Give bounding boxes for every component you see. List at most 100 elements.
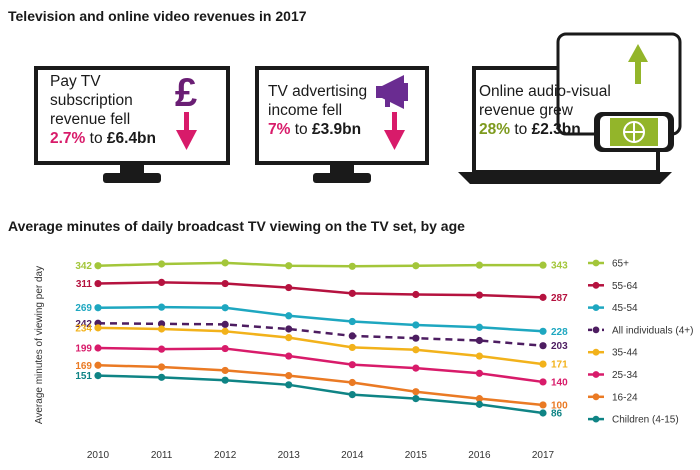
legend-label: 25-34 bbox=[612, 370, 638, 381]
data-point bbox=[539, 293, 547, 301]
data-point bbox=[412, 346, 420, 354]
data-point bbox=[475, 261, 484, 269]
legend-swatch-dot bbox=[592, 393, 600, 401]
data-point bbox=[221, 279, 229, 288]
data-label-end: 171 bbox=[551, 360, 568, 371]
tv-screen bbox=[34, 66, 230, 165]
y-axis-label: Average minutes of viewing per day bbox=[34, 266, 45, 424]
x-tick-label: 2010 bbox=[87, 450, 110, 461]
tv-panel-pay: £ bbox=[34, 66, 230, 183]
tv-stand bbox=[313, 173, 371, 183]
data-point bbox=[157, 325, 166, 333]
data-point bbox=[285, 325, 293, 333]
up-arrow-icon bbox=[628, 44, 648, 84]
data-point bbox=[475, 369, 484, 377]
down-arrow-icon bbox=[384, 112, 405, 150]
amount-value: £2.3bn bbox=[531, 121, 581, 138]
series-line bbox=[97, 305, 544, 333]
legend-label: 45-54 bbox=[612, 303, 638, 314]
data-label-start: 311 bbox=[76, 279, 93, 290]
data-point bbox=[285, 352, 293, 360]
tv-stand bbox=[103, 173, 161, 183]
tv-neck bbox=[120, 163, 144, 174]
series-line bbox=[97, 281, 544, 299]
pay-tv-text: Pay TV subscription revenue fell 2.7% to… bbox=[50, 72, 185, 148]
legend-swatch-dot bbox=[592, 326, 600, 334]
data-point bbox=[348, 262, 356, 270]
data-label-start: 151 bbox=[75, 371, 92, 382]
data-point bbox=[285, 312, 293, 320]
data-point bbox=[221, 376, 229, 384]
data-label-start: 234 bbox=[75, 323, 92, 334]
down-arrow-icon bbox=[176, 112, 197, 150]
data-point bbox=[221, 366, 229, 375]
data-point bbox=[157, 278, 166, 287]
series-line bbox=[97, 346, 544, 384]
chart-title: Average minutes of daily broadcast TV vi… bbox=[8, 218, 465, 234]
data-point bbox=[221, 304, 229, 312]
data-point bbox=[285, 381, 293, 389]
data-point bbox=[94, 372, 102, 380]
legend-swatch-dot bbox=[592, 281, 600, 289]
data-point bbox=[221, 327, 229, 335]
data-point bbox=[94, 319, 102, 327]
data-point bbox=[539, 261, 547, 269]
connector-text: to bbox=[290, 121, 312, 138]
panel-text-line: subscription bbox=[50, 92, 133, 109]
data-point bbox=[539, 360, 547, 368]
data-point bbox=[539, 378, 547, 386]
connector-text: to bbox=[85, 130, 107, 147]
data-point bbox=[348, 378, 356, 387]
data-point bbox=[285, 372, 293, 380]
data-point bbox=[348, 361, 356, 369]
change-value: 2.7% bbox=[50, 130, 86, 147]
panel-text-line: TV advertising bbox=[268, 83, 368, 100]
amount-value: £6.4bn bbox=[106, 130, 156, 147]
series-line bbox=[97, 364, 544, 407]
data-label-end: 343 bbox=[551, 261, 568, 272]
x-tick-label: 2013 bbox=[278, 450, 301, 461]
x-tick-label: 2011 bbox=[151, 450, 173, 461]
data-label-end: 203 bbox=[551, 341, 568, 352]
x-tick-label: 2012 bbox=[214, 450, 237, 461]
data-point bbox=[348, 390, 356, 399]
data-point bbox=[157, 260, 166, 268]
legend-swatch-dot bbox=[592, 415, 600, 423]
tv-panel-advertising bbox=[255, 66, 429, 183]
series-line bbox=[97, 374, 544, 415]
data-point bbox=[348, 343, 356, 352]
legend-label: 16-24 bbox=[612, 392, 638, 403]
legend-swatch-dot bbox=[592, 371, 600, 378]
data-point bbox=[94, 304, 102, 312]
data-point bbox=[157, 320, 166, 328]
x-tick-label: 2017 bbox=[532, 450, 555, 461]
series-line bbox=[97, 322, 544, 347]
panel-text-line: Pay TV bbox=[50, 73, 101, 90]
data-point bbox=[94, 344, 102, 352]
data-point bbox=[412, 395, 420, 403]
legend-label: 65+ bbox=[612, 259, 629, 270]
x-tick-label: 2016 bbox=[468, 450, 491, 461]
data-point bbox=[412, 364, 420, 372]
globe-video-icon bbox=[594, 112, 674, 152]
data-point bbox=[94, 279, 102, 288]
data-point bbox=[94, 361, 102, 369]
data-point bbox=[221, 320, 229, 329]
data-point bbox=[475, 400, 484, 408]
panel-text-line: Online audio-visual bbox=[479, 83, 611, 100]
tv-neck bbox=[330, 163, 354, 174]
online-av-text: Online audio-visual revenue grew 28% to … bbox=[479, 82, 639, 139]
data-label-end: 228 bbox=[551, 327, 568, 338]
data-point bbox=[285, 283, 293, 292]
data-label-end: 100 bbox=[551, 400, 568, 411]
data-label-start: 242 bbox=[75, 319, 92, 330]
data-point bbox=[475, 323, 484, 331]
revenue-panels: £ bbox=[34, 32, 682, 184]
x-tick-label: 2014 bbox=[341, 450, 364, 461]
legend-label: 55-64 bbox=[612, 281, 638, 292]
data-point bbox=[412, 388, 420, 396]
change-value: 7% bbox=[268, 121, 291, 138]
data-point bbox=[412, 290, 420, 299]
amount-value: £3.9bn bbox=[311, 121, 362, 138]
data-label-end: 287 bbox=[551, 293, 568, 304]
